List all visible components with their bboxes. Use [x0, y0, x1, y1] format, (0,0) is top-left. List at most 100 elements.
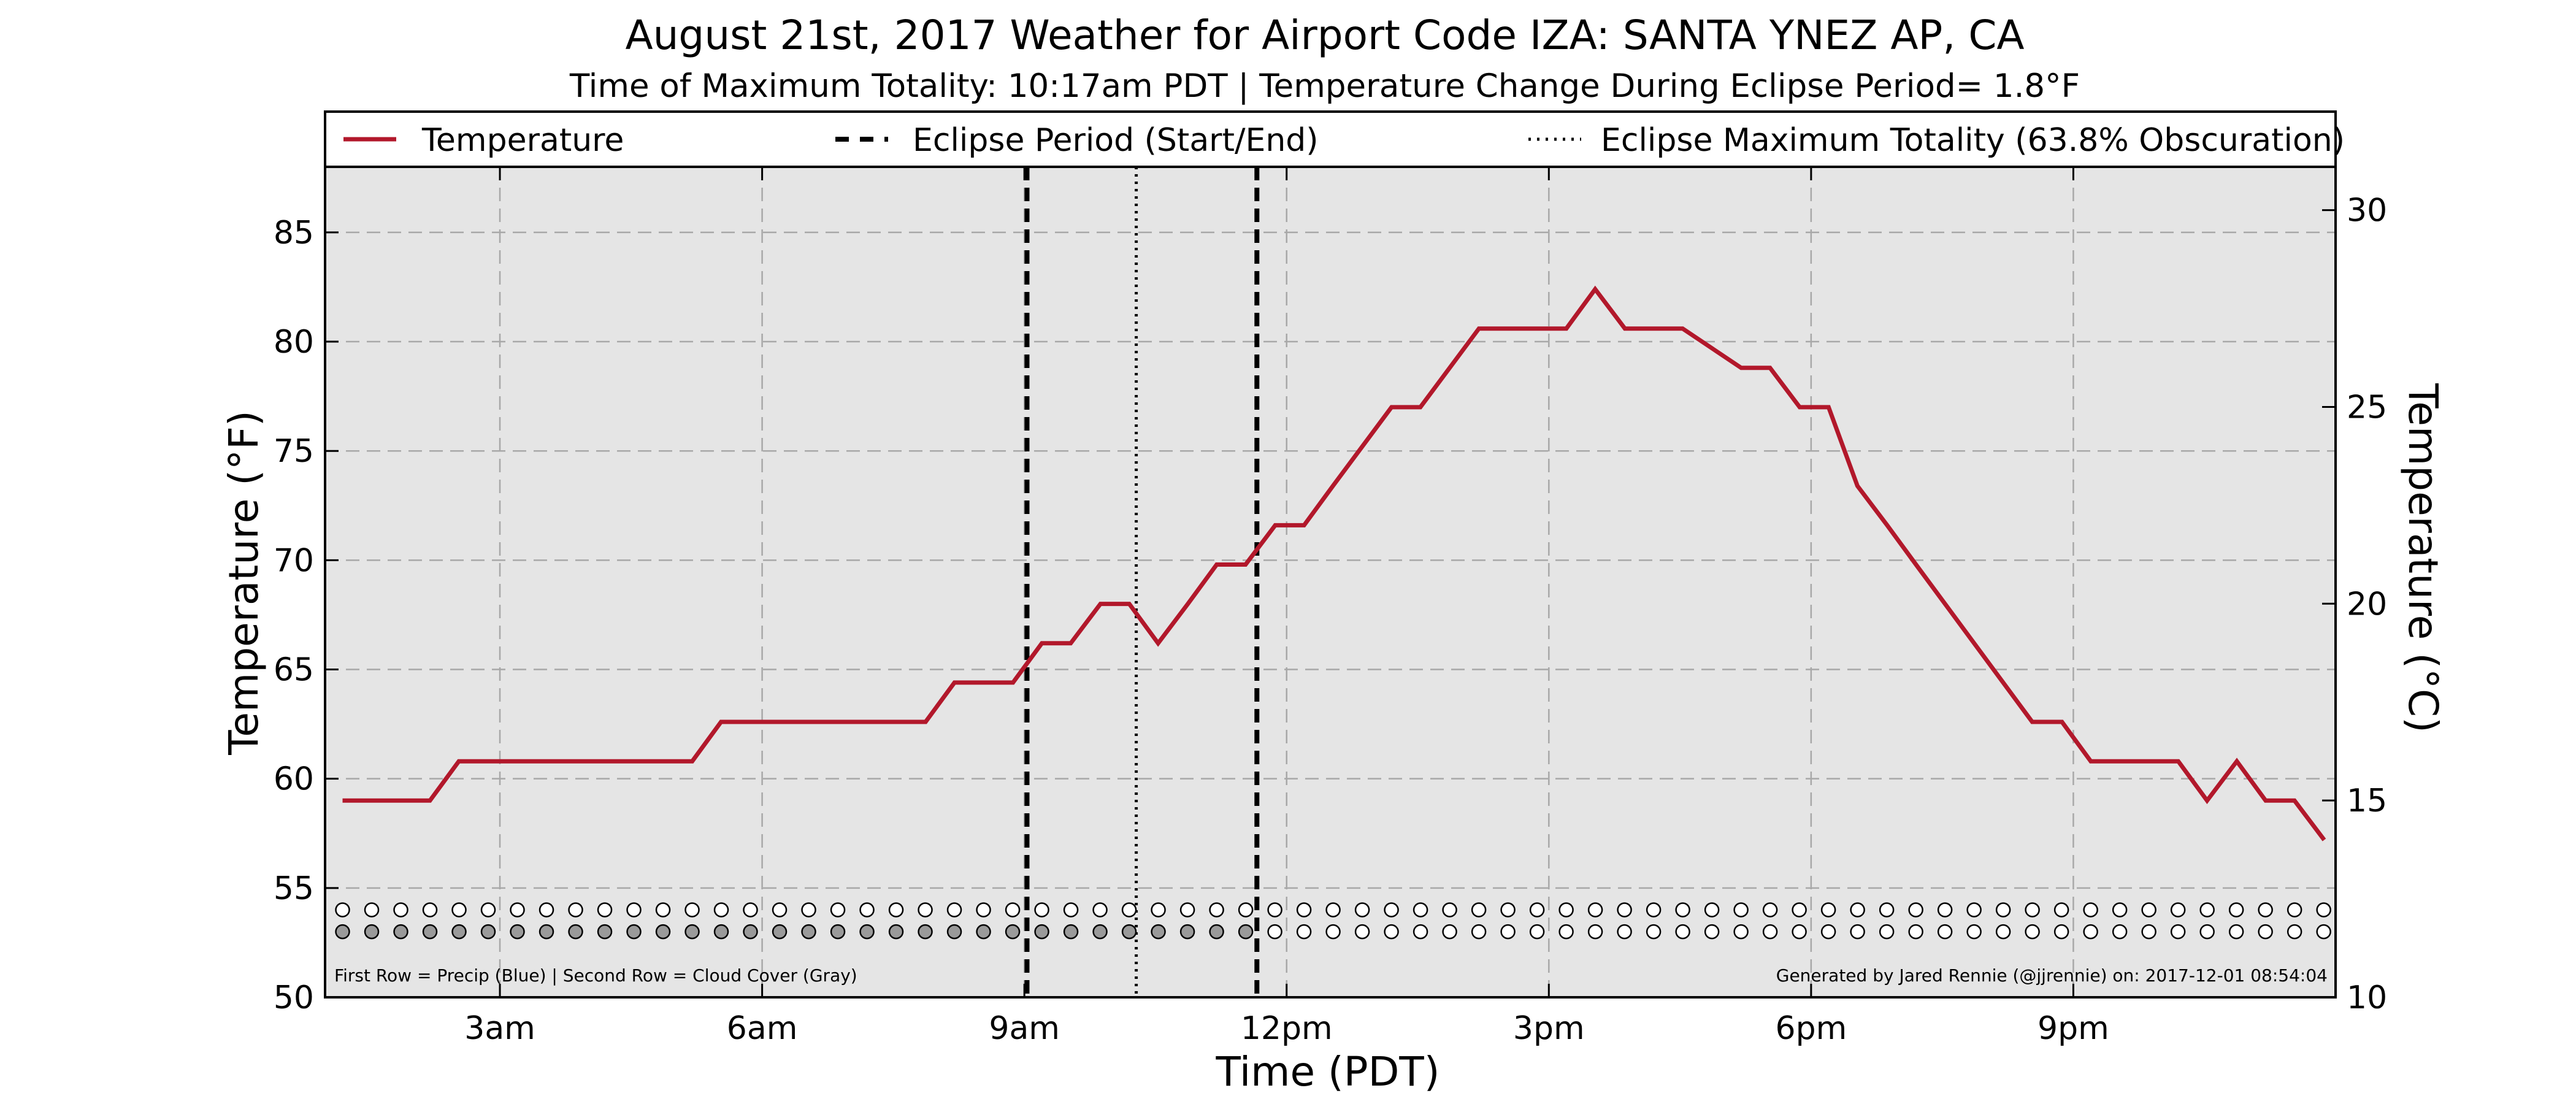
cloud-cover-marker: [859, 924, 875, 940]
cloud-cover-marker: [976, 924, 991, 940]
precip-marker: [1267, 902, 1282, 918]
cloud-cover-marker: [597, 924, 613, 940]
y-tick-label-left: 50: [274, 979, 314, 1016]
cloud-cover-marker: [713, 924, 729, 940]
cloud-cover-marker: [335, 924, 350, 940]
precip-marker: [2228, 902, 2244, 918]
cloud-cover-marker: [1325, 924, 1341, 940]
y-tick-label-right: 15: [2347, 783, 2387, 819]
precip-marker: [539, 902, 554, 918]
footnote-left: First Row = Precip (Blue) | Second Row =…: [334, 965, 857, 986]
legend-label: Eclipse Period (Start/End): [913, 122, 1319, 159]
precip-marker: [1325, 902, 1341, 918]
precip-marker: [1092, 902, 1108, 918]
precip-marker: [1558, 902, 1574, 918]
x-tick-label: 6am: [727, 1010, 798, 1047]
legend-label: Temperature: [421, 122, 624, 159]
cloud-cover-marker: [1733, 924, 1749, 940]
x-tick-label: 3pm: [1513, 1010, 1585, 1047]
precip-marker: [335, 902, 350, 918]
precip-marker: [801, 902, 816, 918]
precip-marker: [1792, 902, 1807, 918]
cloud-cover-marker: [2199, 924, 2215, 940]
x-axis-label: Time (PDT): [1216, 1048, 1440, 1095]
precip-marker: [1384, 902, 1399, 918]
cloud-cover-marker: [1558, 924, 1574, 940]
data-series: [342, 167, 2326, 997]
cloud-cover-marker: [655, 924, 671, 940]
cloud-cover-marker: [1063, 924, 1079, 940]
y-tick-label-right: 20: [2347, 586, 2387, 623]
x-tick-label: 6pm: [1775, 1010, 1847, 1047]
cloud-cover-marker: [801, 924, 816, 940]
precip-marker: [1995, 902, 2011, 918]
precip-marker: [1063, 902, 1079, 918]
legend: Temperature Eclipse Period (Start/End) Ecl…: [324, 110, 2345, 168]
precip-marker: [1442, 902, 1457, 918]
cloud-cover-marker: [1704, 924, 1720, 940]
cloud-cover-marker: [2141, 924, 2156, 940]
precip-marker: [1733, 902, 1749, 918]
precip-marker: [1121, 902, 1137, 918]
precip-marker: [2170, 902, 2186, 918]
y-axis-label-left: Temperature (°F): [220, 410, 267, 756]
cloud-cover-marker: [1675, 924, 1690, 940]
precip-marker: [1762, 902, 1778, 918]
precip-marker: [1966, 902, 1982, 918]
cloud-cover-marker: [1646, 924, 1662, 940]
precip-marker: [2258, 902, 2273, 918]
cloud-cover-marker: [1121, 924, 1137, 940]
precip-marker: [2287, 902, 2302, 918]
precip-marker: [393, 902, 408, 918]
precip-marker: [2141, 902, 2156, 918]
y-tick-label-left: 55: [274, 870, 314, 907]
cloud-cover-marker: [1179, 924, 1195, 940]
cloud-cover-marker: [510, 924, 525, 940]
cloud-cover-marker: [1850, 924, 1865, 940]
cloud-cover-marker: [1587, 924, 1603, 940]
cloud-cover-marker: [1151, 924, 1166, 940]
cloud-cover-marker: [422, 924, 438, 940]
cloud-cover-marker: [539, 924, 554, 940]
grid-lines: [325, 167, 2336, 997]
precip-marker: [918, 902, 933, 918]
cloud-cover-marker: [1908, 924, 1923, 940]
precip-marker: [1151, 902, 1166, 918]
precip-marker: [743, 902, 758, 918]
plot-area: [325, 167, 2336, 997]
cloud-cover-marker: [946, 924, 962, 940]
cloud-cover-marker: [772, 924, 788, 940]
cloud-cover-marker: [2316, 924, 2331, 940]
cloud-cover-marker: [1966, 924, 1982, 940]
precip-marker: [1296, 902, 1312, 918]
precip-marker: [1500, 902, 1516, 918]
precip-marker: [2025, 902, 2040, 918]
y-tick-label-left: 85: [274, 215, 314, 251]
precip-marker: [1587, 902, 1603, 918]
cloud-cover-marker: [1792, 924, 1807, 940]
precip-marker: [1879, 902, 1895, 918]
chart-subtitle: Time of Maximum Totality: 10:17am PDT | …: [569, 67, 2080, 105]
cloud-cover-marker: [393, 924, 408, 940]
cloud-cover-marker: [1442, 924, 1457, 940]
precip-marker: [510, 902, 525, 918]
precip-marker: [1413, 902, 1428, 918]
cloud-cover-marker: [2287, 924, 2302, 940]
y-tick-label-left: 80: [274, 324, 314, 361]
precip-marker: [451, 902, 467, 918]
cloud-cover-marker: [1500, 924, 1516, 940]
precip-marker: [2316, 902, 2331, 918]
cloud-cover-marker: [1238, 924, 1254, 940]
precip-marker: [1529, 902, 1545, 918]
precip-marker: [2083, 902, 2098, 918]
cloud-cover-marker: [568, 924, 583, 940]
cloud-cover-marker: [626, 924, 642, 940]
chart-title: August 21st, 2017 Weather for Airport Co…: [625, 12, 2024, 59]
precip-marker: [1820, 902, 1836, 918]
y-tick-label-left: 65: [274, 652, 314, 689]
cloud-cover-marker: [1296, 924, 1312, 940]
precip-marker: [830, 902, 846, 918]
cloud-cover-marker: [1092, 924, 1108, 940]
precip-marker: [888, 902, 904, 918]
